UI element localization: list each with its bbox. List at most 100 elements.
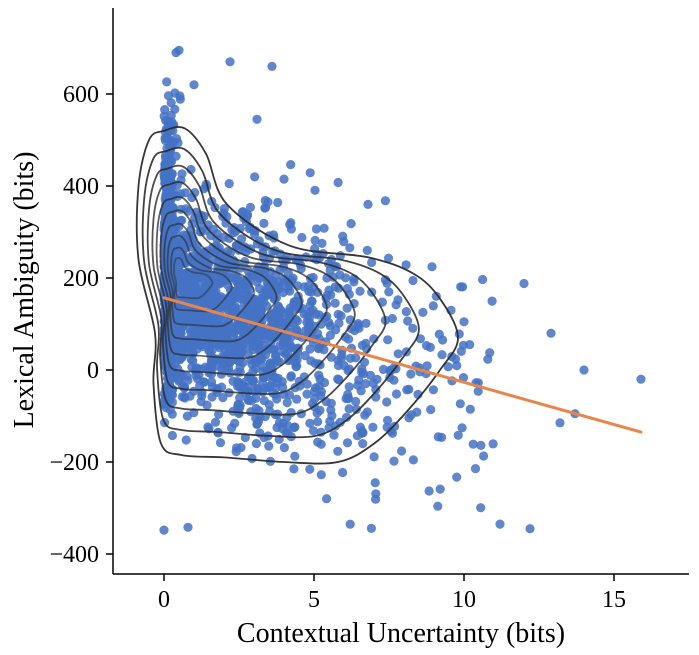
scatter-point (363, 199, 373, 209)
scatter-point (247, 271, 257, 281)
scatter-point (418, 307, 428, 317)
scatter-point (162, 77, 172, 87)
density-contour (146, 164, 387, 416)
scatter-point (206, 290, 216, 301)
scatter-point (180, 188, 190, 198)
scatter-point (428, 301, 438, 311)
scatter-point (171, 151, 181, 161)
density-contour (166, 234, 256, 328)
y-tick-label: −400 (49, 542, 99, 568)
scatter-point (470, 464, 481, 474)
scatter-point (254, 236, 264, 246)
scatter-point (309, 386, 320, 397)
scatter-point (267, 61, 277, 71)
scatter-point (279, 332, 289, 342)
scatter-point (273, 197, 283, 208)
scatter-point (285, 303, 295, 313)
scatter-point (167, 430, 177, 441)
scatter-point (310, 394, 320, 404)
scatter-point (315, 374, 325, 384)
scatter-point (319, 223, 329, 233)
scatter-point (202, 400, 212, 410)
scatter-point (186, 354, 196, 365)
scatter-point (342, 303, 352, 313)
density-contour (173, 256, 214, 300)
scatter-point (251, 393, 261, 403)
scatter-point (338, 467, 348, 478)
scatter-point (271, 350, 281, 360)
scatter-point (322, 494, 332, 504)
scatter-point (455, 399, 465, 409)
scatter-point (225, 57, 235, 67)
scatter-point (310, 185, 320, 195)
scatter-point (362, 245, 372, 255)
scatter-point (308, 426, 318, 436)
scatter-point (248, 301, 258, 311)
scatter-point (401, 307, 411, 317)
scatter-point (330, 298, 340, 308)
scatter-point (257, 312, 267, 322)
scatter-point (212, 322, 222, 332)
scatter-point (167, 117, 177, 127)
density-contour (135, 126, 459, 465)
scatter-point (427, 262, 437, 272)
x-axis-ticks: 0 5 10 15 (158, 574, 626, 613)
scatter-point (167, 409, 177, 419)
scatter-point (171, 48, 181, 58)
scatter-point (305, 464, 315, 474)
scatter-point (243, 395, 253, 405)
scatter-point (468, 439, 478, 449)
scatter-point (636, 374, 646, 384)
scatter-point (369, 452, 379, 462)
scatter-point (177, 169, 187, 179)
scatter-point (483, 354, 493, 364)
scatter-point (179, 391, 189, 402)
scatter-point (234, 356, 244, 367)
scatter-point (164, 391, 174, 401)
scatter-point (437, 432, 447, 442)
scatter-point (305, 344, 315, 354)
scatter-point (453, 430, 463, 440)
scatter-point (243, 349, 253, 359)
scatter-point (342, 412, 352, 422)
scatter-point (235, 347, 245, 357)
scatter-point (259, 432, 269, 443)
scatter-point (290, 451, 300, 461)
y-axis-ticks: −400 −200 0 200 400 600 (49, 82, 113, 568)
density-contour (163, 222, 278, 343)
scatter-point (488, 439, 498, 449)
scatter-point (408, 275, 418, 286)
scatter-point (317, 238, 327, 248)
scatter-point (242, 291, 252, 301)
scatter-point (282, 398, 292, 408)
scatter-point (431, 291, 441, 301)
scatter-point (333, 309, 343, 319)
scatter-point (333, 446, 343, 456)
scatter-point (406, 369, 416, 379)
scatter-point (268, 388, 278, 398)
scatter-point (159, 525, 169, 535)
scatter-point (189, 80, 199, 90)
scatter-point (302, 311, 312, 321)
scatter-point (525, 524, 535, 534)
scatter-point (278, 340, 288, 350)
scatter-point (367, 257, 377, 268)
scatter-point (207, 377, 217, 387)
scatter-point (380, 196, 390, 206)
scatter-point (479, 451, 489, 461)
scatter-point (264, 441, 274, 451)
density-contour (141, 146, 420, 439)
scatter-point (222, 329, 232, 339)
scatter-point (279, 443, 289, 453)
scatter-point (251, 439, 261, 449)
scatter-point (351, 404, 361, 414)
scatter-point (247, 378, 257, 388)
scatter-point (456, 282, 466, 292)
scatter-point (433, 501, 443, 511)
scatter-point (191, 371, 201, 381)
scatter-point (397, 446, 407, 456)
scatter-point (476, 503, 486, 513)
scatter-point (389, 456, 399, 466)
scatter-point (343, 389, 353, 400)
